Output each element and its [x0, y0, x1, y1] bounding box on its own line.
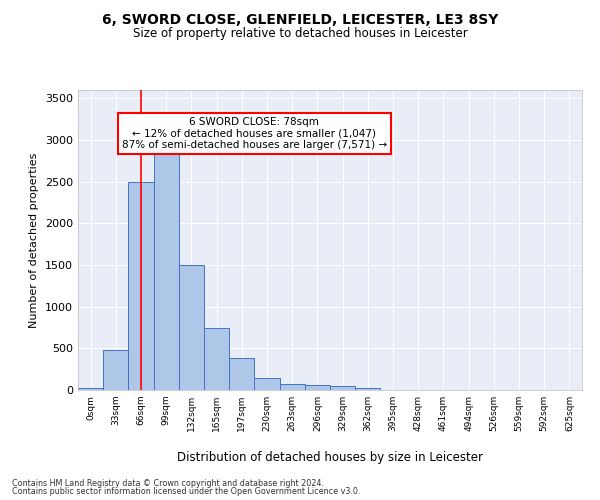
Text: Contains HM Land Registry data © Crown copyright and database right 2024.: Contains HM Land Registry data © Crown c… — [12, 478, 324, 488]
Bar — [204, 328, 229, 390]
Bar — [229, 358, 254, 390]
Bar — [305, 386, 330, 390]
Text: Size of property relative to detached houses in Leicester: Size of property relative to detached ho… — [133, 28, 467, 40]
Text: Contains public sector information licensed under the Open Government Licence v3: Contains public sector information licen… — [12, 487, 361, 496]
Bar — [254, 378, 280, 390]
Bar — [78, 388, 103, 390]
Bar — [103, 350, 128, 390]
Bar — [280, 384, 305, 390]
Bar — [330, 386, 355, 390]
Bar — [179, 265, 204, 390]
Bar — [128, 182, 154, 390]
Bar — [355, 388, 380, 390]
Text: 6, SWORD CLOSE, GLENFIELD, LEICESTER, LE3 8SY: 6, SWORD CLOSE, GLENFIELD, LEICESTER, LE… — [102, 12, 498, 26]
Text: 6 SWORD CLOSE: 78sqm
← 12% of detached houses are smaller (1,047)
87% of semi-de: 6 SWORD CLOSE: 78sqm ← 12% of detached h… — [122, 116, 387, 150]
Y-axis label: Number of detached properties: Number of detached properties — [29, 152, 40, 328]
Bar — [154, 154, 179, 390]
Text: Distribution of detached houses by size in Leicester: Distribution of detached houses by size … — [177, 451, 483, 464]
